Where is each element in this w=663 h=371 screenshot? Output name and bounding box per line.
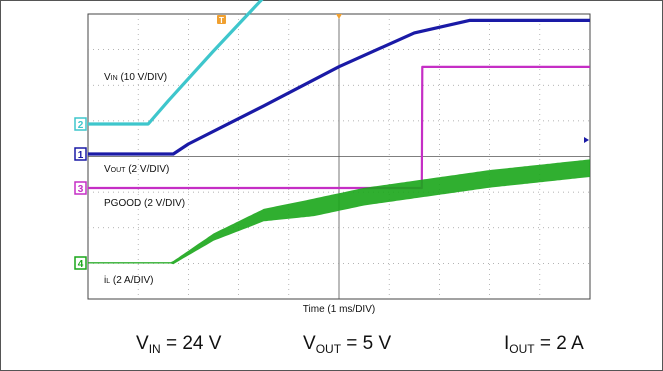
trace-ch3 <box>88 65 590 190</box>
svg-text:1: 1 <box>78 150 84 161</box>
channel-label-2: VIN (10 V/DIV) <box>104 72 167 83</box>
channel-label-1: VOUT (2 V/DIV) <box>104 164 169 175</box>
trigger-level-marker <box>584 137 589 143</box>
x-axis-label: Time (1 ms/DIV) <box>303 304 375 315</box>
plot-grid <box>88 14 590 299</box>
svg-text:2: 2 <box>78 120 84 131</box>
trigger-marker: T <box>217 15 226 25</box>
trace-ch4-il <box>88 159 590 265</box>
svg-text:3: 3 <box>78 184 84 195</box>
time-position-marker <box>336 14 342 19</box>
waveform-traces <box>88 0 590 265</box>
channel-markers: 1 2 3 4 T <box>74 14 589 270</box>
trace-ch2 <box>88 0 264 126</box>
channel-labels: VOUT (2 V/DIV) VIN (10 V/DIV) PGOOD (2 V/D… <box>104 72 185 286</box>
condition-iout: IOUT = 2 A <box>504 333 584 356</box>
svg-text:T: T <box>219 16 224 25</box>
channel-label-3: PGOOD (2 V/DIV) <box>104 198 185 209</box>
channel-marker-3: 3 <box>74 181 87 195</box>
trace-ch1 <box>88 18 590 156</box>
channel-marker-4: 4 <box>74 256 87 270</box>
condition-vin: VIN = 24 V <box>136 333 222 356</box>
channel-marker-1: 1 <box>74 147 87 161</box>
condition-vout: VOUT = 5 V <box>303 333 392 356</box>
channel-label-4: iL (2 A/DIV) <box>104 275 154 286</box>
channel-marker-2: 2 <box>74 117 87 131</box>
svg-text:4: 4 <box>78 259 84 270</box>
